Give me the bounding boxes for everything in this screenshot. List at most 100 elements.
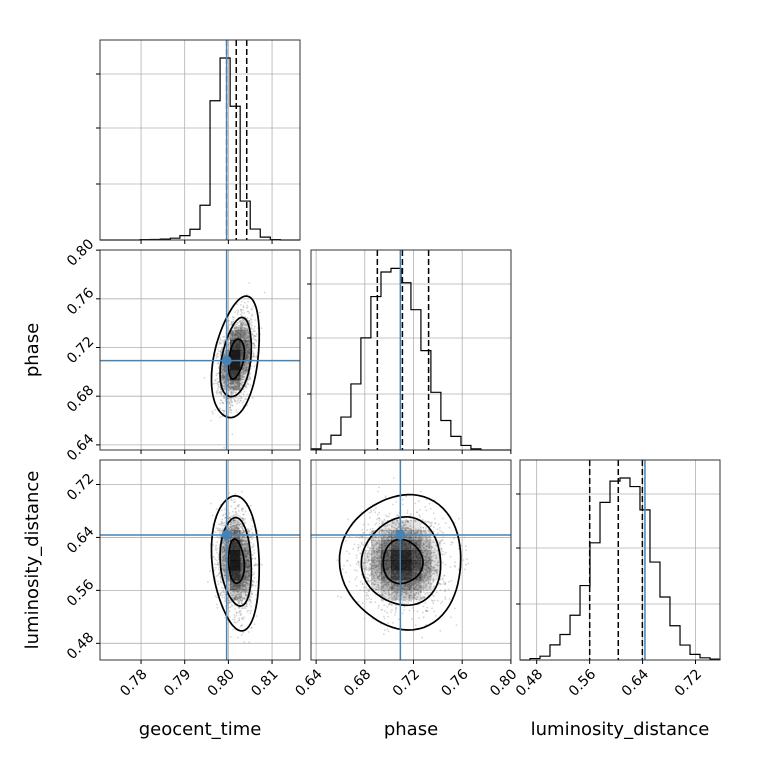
sample-point <box>223 550 226 552</box>
sample-point <box>236 411 238 414</box>
sample-point <box>252 342 254 345</box>
sample-point <box>244 549 246 552</box>
sample-point <box>248 557 251 559</box>
sample-point <box>247 550 250 552</box>
sample-point <box>227 320 230 322</box>
sample-point <box>230 387 233 389</box>
sample-point <box>248 351 251 354</box>
sample-point <box>251 324 253 326</box>
sample-point <box>218 350 221 353</box>
sample-point <box>236 327 238 329</box>
sample-point <box>240 564 243 567</box>
sample-point <box>239 382 242 385</box>
sample-point <box>240 588 243 590</box>
sample-point <box>229 333 232 335</box>
histogram-step <box>310 267 511 451</box>
sample-point <box>244 551 246 554</box>
sample-point <box>217 372 220 375</box>
sample-point <box>228 386 231 389</box>
sample-point <box>227 385 230 388</box>
sample-point <box>245 340 247 342</box>
sample-point <box>241 540 244 543</box>
sample-point <box>219 354 222 356</box>
sample-point <box>238 326 241 329</box>
sample-point <box>241 324 244 327</box>
sample-point <box>245 590 248 593</box>
sample-point <box>246 340 249 343</box>
sample-point <box>243 590 246 592</box>
sample-point <box>245 570 247 573</box>
sample-point <box>241 584 243 587</box>
sample-point <box>236 313 239 315</box>
sample-point <box>240 539 243 542</box>
sample-point <box>247 559 250 562</box>
sample-point <box>239 532 242 535</box>
sample-point <box>249 504 252 507</box>
sample-point <box>223 383 226 386</box>
sample-point <box>228 337 231 340</box>
sample-point <box>223 563 226 565</box>
sample-point <box>238 394 241 397</box>
sample-point <box>242 590 245 592</box>
sample-point <box>241 584 243 587</box>
sample-point <box>222 375 225 378</box>
sample-point <box>241 490 243 493</box>
sample-point <box>215 563 218 566</box>
sample-point <box>246 354 249 357</box>
sample-point <box>240 353 243 355</box>
sample-point <box>243 369 246 372</box>
sample-point <box>243 367 246 369</box>
sample-point <box>248 344 251 346</box>
sample-point <box>234 382 237 385</box>
sample-point <box>247 350 249 352</box>
sample-point <box>228 576 231 579</box>
sample-point <box>245 589 248 592</box>
sample-point <box>251 333 254 336</box>
sample-point <box>237 636 239 639</box>
sample-point <box>231 335 234 337</box>
sample-point <box>240 325 242 328</box>
sample-point <box>227 577 230 580</box>
sample-point <box>234 330 237 333</box>
sample-point <box>241 348 244 351</box>
sample-point <box>229 583 231 586</box>
sample-point <box>240 314 243 317</box>
sample-point <box>221 379 224 382</box>
sample-point <box>240 351 243 354</box>
sample-point <box>229 517 232 520</box>
sample-point <box>247 356 250 359</box>
sample-point <box>247 528 250 531</box>
sample-point <box>235 323 237 326</box>
sample-point <box>244 545 247 547</box>
sample-point <box>222 564 225 567</box>
sample-point <box>230 385 232 387</box>
sample-point <box>232 519 235 522</box>
sample-point <box>246 546 249 548</box>
sample-point <box>233 334 236 337</box>
sample-point <box>246 610 249 613</box>
sample-point <box>236 325 238 328</box>
sample-point <box>235 515 238 517</box>
sample-point <box>244 336 247 339</box>
sample-point <box>252 352 255 354</box>
sample-point <box>239 331 241 334</box>
sample-point <box>240 634 243 636</box>
sample-point <box>244 355 247 358</box>
sample-point <box>255 333 258 336</box>
sample-point <box>241 373 244 376</box>
sample-point <box>241 527 244 529</box>
sample-point <box>231 331 234 333</box>
sample-point <box>224 368 227 371</box>
sample-point <box>236 528 239 530</box>
sample-point <box>232 382 235 385</box>
sample-point <box>243 390 246 393</box>
sample-point <box>243 386 246 388</box>
sample-point <box>223 569 226 572</box>
sample-point <box>246 354 249 356</box>
sample-point <box>240 371 243 374</box>
sample-point <box>221 348 223 351</box>
sample-point <box>248 353 251 356</box>
sample-point <box>224 574 227 577</box>
sample-point <box>230 527 233 530</box>
sample-point <box>223 377 225 379</box>
